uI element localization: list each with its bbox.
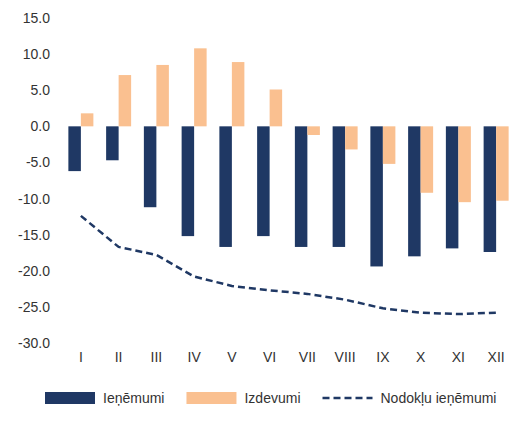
bar — [458, 126, 471, 202]
x-tick-label: II — [115, 349, 123, 365]
x-tick-label: XII — [488, 349, 505, 365]
bar — [370, 126, 383, 266]
x-tick-label: IX — [376, 349, 390, 365]
y-tick — [59, 90, 62, 91]
bar — [68, 126, 81, 171]
y-tick-label: -10.0 — [18, 191, 50, 207]
y-tick-label: -5.0 — [26, 154, 50, 170]
x-tick-label: IV — [188, 349, 202, 365]
x-tick-label: XI — [452, 349, 465, 365]
y-tick — [59, 270, 62, 271]
bar — [333, 126, 346, 247]
x-tick-label: V — [227, 349, 237, 365]
x-tick-label: VI — [263, 349, 276, 365]
y-tick — [59, 162, 62, 163]
bar — [295, 126, 308, 247]
bar — [219, 126, 232, 247]
bar — [383, 126, 396, 164]
x-tick-label: III — [151, 349, 163, 365]
x-tick-label: VIII — [335, 349, 356, 365]
y-axis: 15.0 10.0 5.0 0.0 -5.0 -10.0 -15.0 -20.0 -25.0 -3… — [18, 10, 62, 351]
bar — [106, 126, 119, 160]
legend-swatch — [45, 392, 95, 404]
y-tick — [59, 306, 62, 307]
legend-label: Nodokļu ieņēmumi — [381, 390, 497, 406]
bar — [144, 126, 157, 207]
y-tick-label: 0.0 — [31, 118, 51, 134]
chart: 15.0 10.0 5.0 0.0 -5.0 -10.0 -15.0 -20.0 -25.0 -3… — [0, 0, 519, 425]
y-tick-label: -20.0 — [18, 263, 50, 279]
bar — [496, 126, 509, 200]
y-tick — [59, 54, 62, 55]
bar — [484, 126, 497, 252]
y-tick — [59, 234, 62, 235]
bar — [270, 90, 283, 127]
bar — [446, 126, 459, 248]
y-tick-label: -25.0 — [18, 299, 50, 315]
x-axis: IIIIIIIVVVIVIIVIIIIXXXIXII — [79, 349, 505, 365]
y-tick — [59, 343, 62, 344]
y-tick — [59, 198, 62, 199]
y-tick-label: -15.0 — [18, 227, 50, 243]
bar — [194, 48, 207, 126]
bar — [307, 126, 320, 135]
legend-swatch — [186, 392, 236, 404]
bar — [119, 75, 132, 126]
bar — [232, 62, 245, 126]
y-tick-label: 15.0 — [23, 10, 50, 26]
line — [81, 216, 496, 314]
legend-swatch — [323, 397, 373, 400]
plot-area — [68, 48, 508, 314]
y-tick-label: 5.0 — [31, 82, 51, 98]
y-tick — [59, 126, 62, 127]
bar — [182, 126, 195, 236]
y-tick — [59, 18, 62, 19]
bar — [257, 126, 270, 236]
legend-label: Izdevumi — [244, 390, 300, 406]
bar — [156, 65, 169, 126]
bar — [421, 126, 434, 192]
y-tick-label: 10.0 — [23, 46, 50, 62]
bar — [345, 126, 358, 149]
x-tick-label: I — [79, 349, 83, 365]
x-tick-label: VII — [299, 349, 316, 365]
bar — [408, 126, 421, 256]
bar — [81, 113, 94, 126]
x-tick-label: X — [416, 349, 426, 365]
legend-label: Ieņēmumi — [103, 390, 164, 406]
legend: Ieņēmumi Izdevumi Nodokļu ieņēmumi — [45, 390, 496, 406]
y-tick-label: -30.0 — [18, 335, 50, 351]
